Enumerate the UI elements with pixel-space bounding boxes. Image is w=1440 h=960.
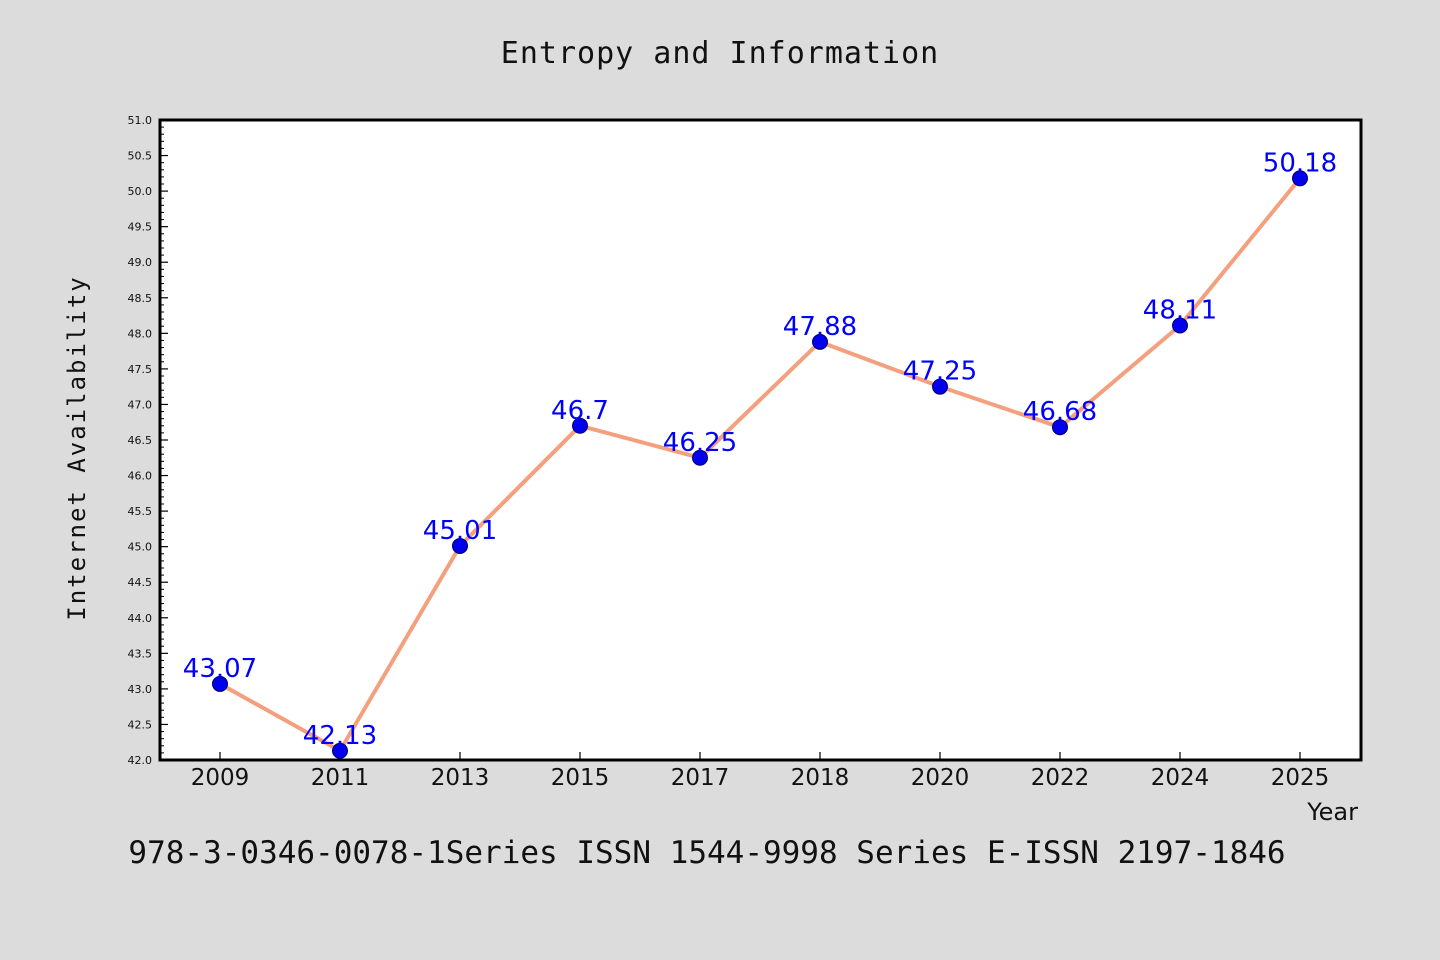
y-tick-label: 48.5 [128, 292, 153, 305]
x-tick-label: 2013 [431, 765, 490, 791]
x-tick-label: 2018 [791, 765, 850, 791]
data-label: 46.68 [1023, 397, 1097, 427]
y-tick-label: 49.5 [128, 221, 153, 234]
plot-frame [158, 118, 1363, 762]
x-axis-label: Year [1306, 798, 1358, 826]
y-tick-label: 47.0 [128, 398, 153, 411]
x-tick-label: 2024 [1151, 765, 1210, 791]
y-tick-label: 51.0 [128, 114, 153, 127]
data-label: 46.25 [663, 428, 737, 458]
data-label: 47.88 [783, 312, 857, 342]
y-tick-label: 50.0 [128, 185, 153, 198]
data-label: 50.18 [1263, 148, 1337, 178]
data-markers [212, 170, 1308, 759]
data-label: 42.13 [303, 721, 377, 751]
y-tick-label: 49.0 [128, 256, 153, 269]
data-point [1292, 170, 1308, 187]
y-tick-label: 47.5 [128, 363, 153, 376]
y-tick-label: 44.0 [128, 612, 153, 625]
y-tick-label: 46.5 [128, 434, 153, 447]
x-tick-label: 2015 [551, 765, 610, 791]
x-tick-label: 2017 [671, 765, 730, 791]
y-tick-label: 42.0 [128, 754, 153, 767]
y-tick-label: 50.5 [128, 150, 153, 163]
data-label: 48.11 [1143, 296, 1217, 326]
y-tick-label: 45.0 [128, 541, 153, 554]
data-point [1052, 419, 1068, 436]
chart-title: Entropy and Information [501, 36, 939, 71]
data-point [812, 333, 828, 350]
data-point [1172, 317, 1188, 334]
y-tick-label: 45.5 [128, 505, 153, 518]
data-label: 43.07 [183, 654, 257, 684]
x-tick-label: 2022 [1031, 765, 1090, 791]
data-point [332, 742, 348, 759]
plot-area [160, 120, 1361, 760]
series-line [218, 176, 1302, 753]
footnote-isbn-issn: 978-3-0346-0078-1Series ISSN 1544-9998 S… [128, 835, 1285, 871]
y-tick-label: 43.0 [128, 683, 153, 696]
y-tick-label: 46.0 [128, 470, 153, 483]
y-axis-label: Internet Availability [63, 275, 91, 620]
data-point [572, 417, 588, 434]
data-point [212, 675, 228, 692]
data-label: 47.25 [903, 357, 977, 387]
x-tick-label: 2025 [1271, 765, 1330, 791]
data-label: 46.7 [551, 396, 609, 426]
data-labels: 43.07 42.13 45.01 46.7 46.25 47.88 47.25 46.68 4… [183, 148, 1337, 750]
x-tick-label: 2011 [311, 765, 370, 791]
y-tick-label: 48.0 [128, 327, 153, 340]
y-tick-label: 42.5 [128, 718, 153, 731]
data-label: 45.01 [423, 516, 497, 546]
y-tick-label: 43.5 [128, 647, 153, 660]
data-point [692, 449, 708, 466]
y-tick-label: 44.5 [128, 576, 153, 589]
data-point [452, 537, 468, 554]
x-tick-label: 2020 [911, 765, 970, 791]
data-point [932, 378, 948, 395]
x-tick-label: 2009 [191, 765, 250, 791]
